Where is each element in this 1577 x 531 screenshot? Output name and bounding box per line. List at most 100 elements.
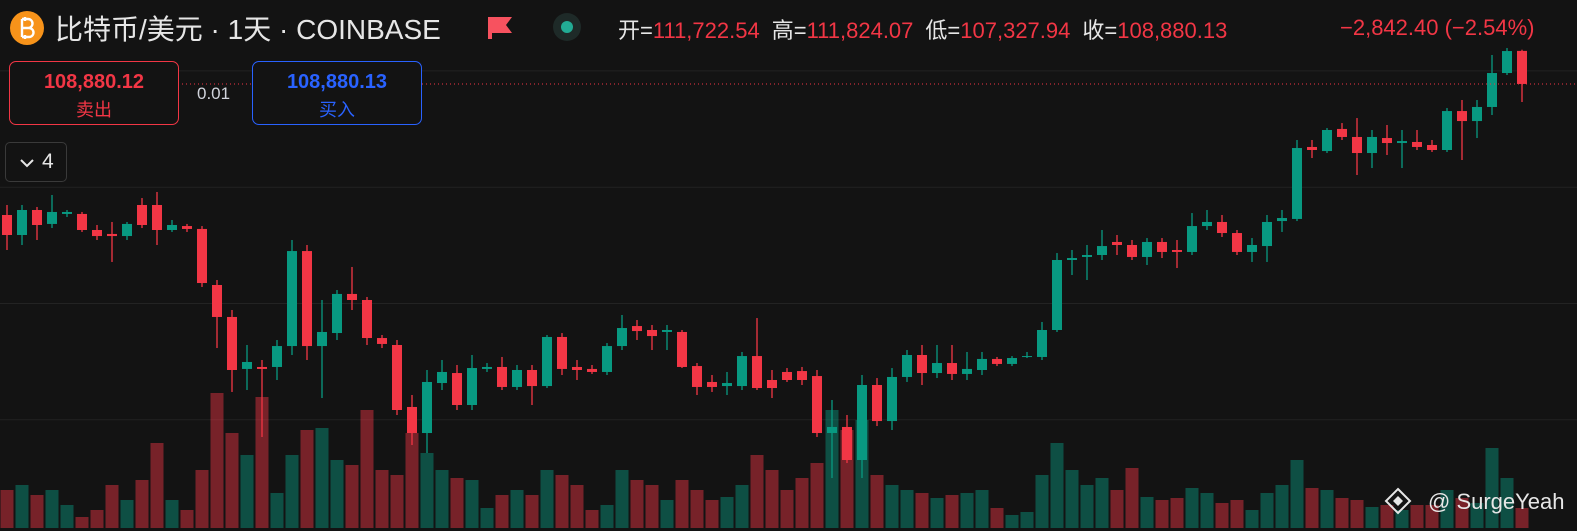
sell-button[interactable]: 108,880.12 卖出 [9,61,179,125]
volume-bar [105,485,119,528]
volume-bar [750,455,764,528]
volume-bar [615,470,629,528]
volume-bar [945,495,959,528]
volume-bar [465,480,479,528]
candle-layer [2,48,1577,479]
status-dot [561,21,573,33]
candle-body [272,346,282,367]
chart-title: 比特币/美元 · 1天 · COINBASE [55,14,441,45]
candle-body [1172,250,1182,252]
candle-body [647,330,657,337]
candle-body [782,371,792,380]
volume-bar [1215,503,1229,528]
volume-bar [450,478,464,528]
candle-body [1502,51,1512,74]
candle-body [1097,246,1107,255]
volume-bar [75,517,89,528]
candle-body [902,355,912,377]
volume-bar [1005,515,1019,528]
candle-body [1112,241,1122,245]
ohlc-label: 收= [1082,18,1118,43]
volume-bar [1455,498,1469,528]
volume-bar [1035,475,1049,528]
watermark: @ SurgeYeah [1428,489,1565,514]
volume-bar [240,455,254,528]
candle-body [347,293,357,300]
candle-body [1337,128,1347,137]
volume-bar [1305,488,1319,528]
volume-bar [1050,443,1064,528]
candle-body [332,293,342,334]
volume-bar [210,393,224,528]
candle-body [62,211,72,214]
candle-body [1277,218,1287,222]
ohlc-legend: 开=111,722.54 高=111,824.07 低=107,327.94 收=10… [618,13,1227,45]
sell-label: 卖出 [76,100,112,120]
sell-price: 108,880.12 [43,71,145,93]
candle-body [197,228,207,284]
volume-bar [735,485,749,528]
change-label: −2,842.40 (−2.54%) [1340,15,1535,40]
volume-bar [1365,507,1379,528]
volume-bar [630,480,644,528]
volume-layer [0,393,1529,528]
candle-body [1202,221,1212,227]
volume-bar [1320,490,1334,528]
volume-bar [525,495,539,528]
volume-bar [960,493,974,528]
candle-body [1367,136,1377,154]
volume-bar [1500,478,1514,528]
candle-body [1322,130,1332,152]
volume-bar [0,490,14,528]
volume-bar [720,497,734,528]
candle-body [182,226,192,229]
candle-body [467,368,477,405]
volume-bar [330,460,344,528]
candle-body [32,210,42,225]
candle-body [152,205,162,230]
volume-bar [510,490,524,528]
flag-icon[interactable] [488,17,512,39]
volume-bar [1485,448,1499,528]
candle-body [1157,241,1167,252]
volume-bar [30,495,44,528]
volume-bar [660,500,674,528]
bitcoin-glyph [20,17,35,39]
candle-body [302,251,312,347]
candle-body [1142,241,1152,257]
candle-body [797,371,807,380]
volume-bar [180,510,194,528]
volume-bar [435,470,449,528]
indicator-toggle[interactable]: 4 [5,142,67,182]
volume-bar [540,470,554,528]
volume-bar [315,428,329,528]
candle-body [422,381,432,434]
volume-bar [690,490,704,528]
candle-body [1217,221,1227,234]
candle-body [767,380,777,389]
candle-body [1127,245,1137,257]
candle-body [1442,111,1452,150]
buy-label: 买入 [319,100,355,120]
candle-body [542,336,552,387]
candle-body [317,331,327,347]
candle-body [212,285,222,317]
candle-body [812,376,822,434]
volume-bar [915,493,929,528]
candle-body [587,368,597,372]
volume-bar [1110,490,1124,528]
volume-bar [45,490,59,528]
candle-body [572,366,582,370]
volume-bar [255,397,269,528]
candle-body [677,331,687,367]
candle-body [932,363,942,374]
candle-body [1067,258,1077,260]
volume-bar [1080,485,1094,528]
volume-bar [390,475,404,528]
candle-body [1247,245,1257,252]
volume-bar [90,510,104,528]
candle-body [842,426,852,460]
buy-button[interactable]: 108,880.13 买入 [252,61,422,125]
candle-body [407,406,417,434]
volume-bar [1095,478,1109,528]
